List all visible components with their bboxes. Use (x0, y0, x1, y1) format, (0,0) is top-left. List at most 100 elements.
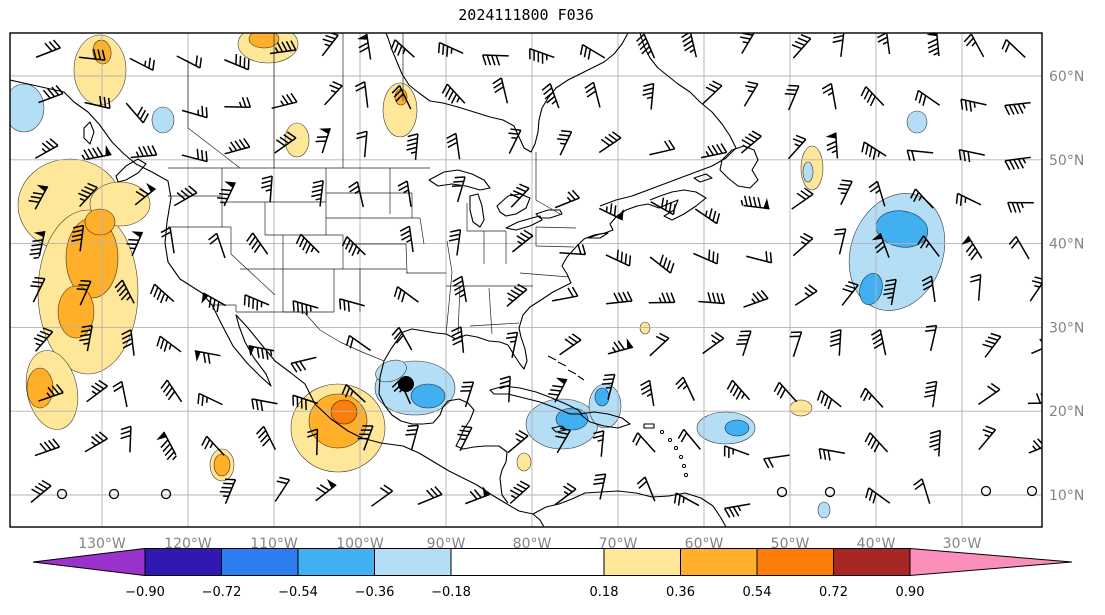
wind-barb (448, 229, 462, 256)
coastline-path (693, 173, 713, 183)
wind-barb (789, 331, 803, 357)
wind-barb (324, 81, 343, 106)
wind-barb (391, 326, 413, 351)
wind-barb (963, 33, 985, 58)
colorbar-segment (144, 548, 222, 576)
colorbar-tick-label: −0.36 (355, 585, 395, 600)
wind-barb (114, 279, 135, 304)
wind-barb (635, 33, 656, 59)
wind-barb (35, 39, 61, 58)
wind-barb (841, 281, 859, 306)
island-dot (667, 437, 673, 443)
wind-barb (251, 398, 278, 412)
wind-barb (978, 382, 1001, 406)
wind-barb (906, 149, 934, 162)
wind-barb (740, 130, 762, 154)
colorbar-over-arrow (909, 547, 1073, 577)
wind-barb (208, 232, 226, 259)
wind-barb (958, 149, 985, 163)
wind-barb (397, 180, 412, 207)
wind-barb (217, 181, 236, 207)
marker-dot (398, 376, 414, 392)
wind-barb (649, 139, 676, 156)
wind-barb (700, 143, 728, 159)
wind-barb (224, 96, 252, 109)
wind-barb (399, 225, 414, 253)
wind-barb (650, 197, 676, 216)
wind-barb (246, 232, 269, 255)
wind-barb (506, 331, 519, 358)
wind-barb (554, 189, 580, 209)
wind-barb (194, 350, 221, 364)
y-tick-label: 10°N (1049, 488, 1084, 504)
wind-barb (120, 425, 132, 453)
wind-barb (274, 131, 297, 154)
wind-barb (675, 376, 696, 401)
wind-barb (677, 428, 701, 450)
wind-barb (606, 291, 633, 305)
wind-barb (1008, 235, 1030, 260)
wind-barb (1028, 436, 1042, 454)
wind-barb (341, 384, 366, 403)
wind-barb (955, 192, 982, 206)
wind-barb (818, 448, 846, 461)
wind-barb (34, 138, 59, 159)
shaded-region (817, 501, 831, 519)
wind-barb (307, 428, 319, 456)
y-tick-label: 40°N (1049, 237, 1084, 253)
colorbar-tick-label: 0.18 (590, 585, 619, 600)
wind-barb (269, 40, 297, 55)
wind-barb (338, 298, 365, 312)
wind-barb (79, 48, 106, 61)
wind-barb (315, 127, 331, 154)
wind-barb (84, 431, 108, 453)
coastline-path (115, 158, 147, 183)
colorbar-tick-label: 0.90 (896, 585, 925, 600)
border-line (535, 226, 577, 229)
plot-title: 2024111800 F036 (458, 6, 594, 24)
calm-wind-circle (108, 488, 120, 500)
wind-barb (149, 283, 175, 304)
coastline-path (378, 360, 509, 504)
colorbar-tick-label: −0.18 (431, 585, 471, 600)
wind-barb (181, 105, 208, 119)
wind-barb (451, 326, 465, 353)
wind-barb (126, 231, 144, 257)
wind-barb (508, 128, 522, 154)
wind-barb (348, 181, 365, 208)
wind-barb (541, 83, 560, 109)
coastline-path (428, 169, 491, 191)
shaded-region (802, 161, 814, 183)
wind-barb (868, 180, 886, 207)
coastline-path (385, 33, 629, 153)
wind-barb (30, 276, 46, 303)
island-dot (678, 454, 684, 460)
wind-barb (649, 254, 675, 274)
shaded-region (213, 453, 231, 477)
border-line (448, 271, 453, 305)
coastline-path (469, 193, 485, 228)
wind-barb (357, 33, 372, 60)
wind-barb (736, 330, 752, 357)
wind-barb (341, 236, 366, 256)
wind-barb (743, 289, 769, 308)
wind-barb (791, 187, 814, 210)
shaded-region (330, 399, 358, 425)
coastlines (10, 33, 759, 527)
wind-barb (648, 292, 676, 304)
wind-barb (1004, 156, 1031, 171)
wind-barb (837, 179, 853, 206)
wind-barb (78, 182, 98, 208)
shaded-region (284, 122, 310, 158)
wind-barb (34, 438, 61, 457)
wind-barb (315, 478, 337, 502)
x-tick-label: 30°W (943, 536, 982, 552)
wind-barb (605, 249, 632, 267)
border-line (230, 253, 276, 296)
calm-wind-circle (1026, 485, 1038, 497)
coastline-path (719, 145, 759, 189)
wind-barb (552, 286, 579, 302)
coastline-path (505, 215, 543, 231)
wind-barb (354, 81, 369, 108)
